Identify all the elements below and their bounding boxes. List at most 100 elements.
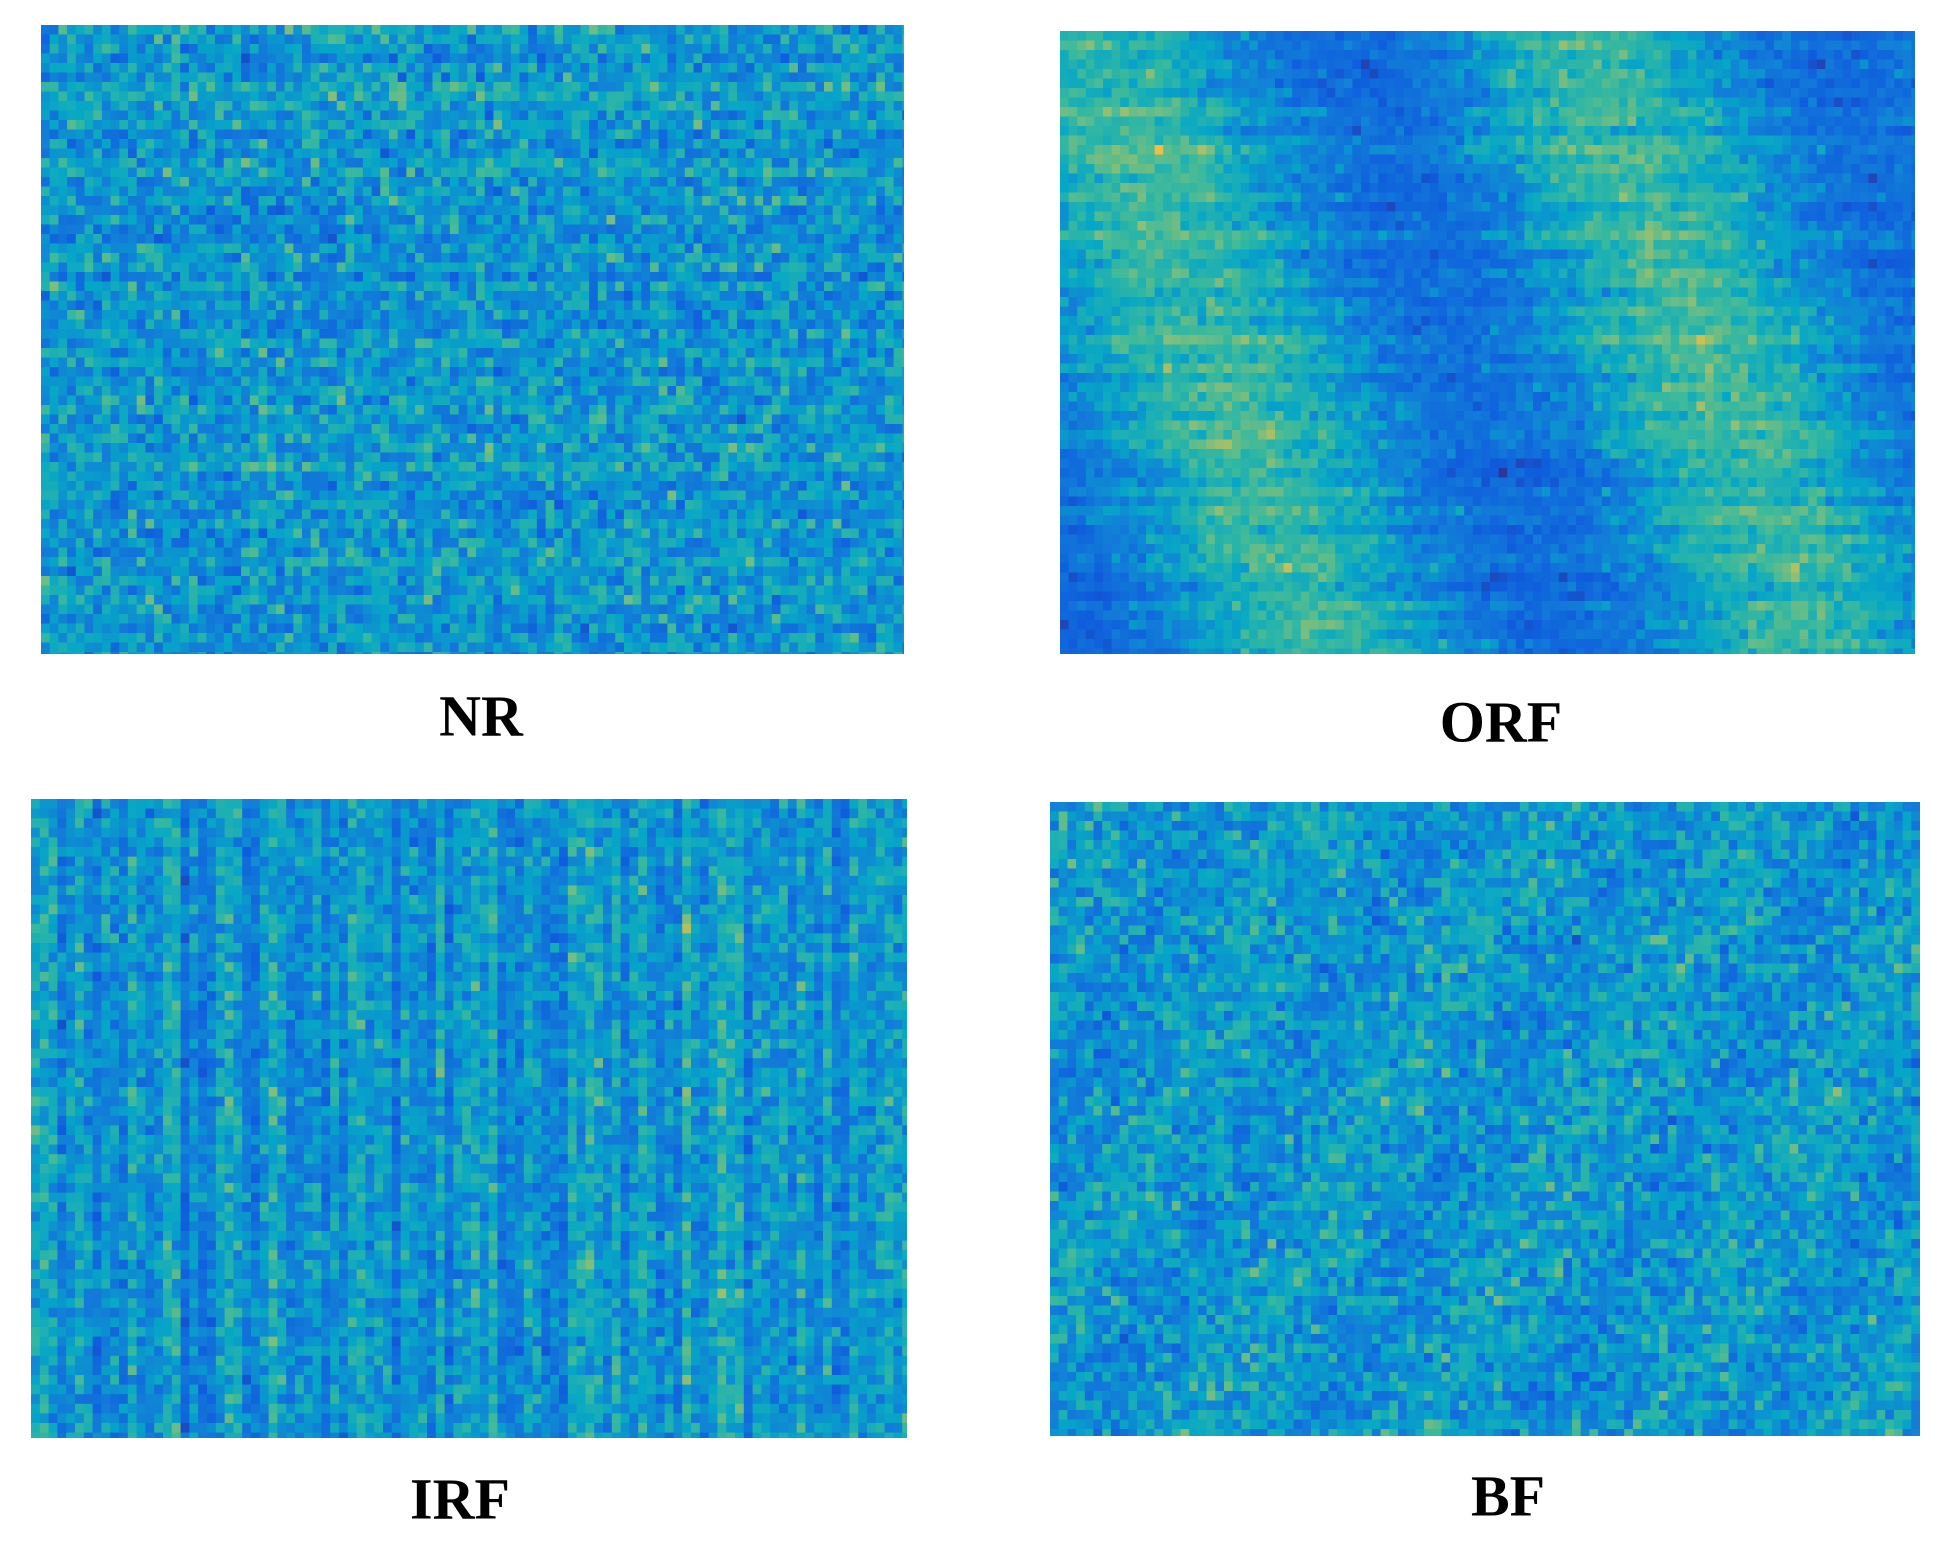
heatmap-cell [119,139,128,149]
heatmap-cell [711,206,720,216]
heatmap-cell [667,101,676,111]
heatmap-cell [198,405,207,415]
heatmap-cell [180,244,189,254]
heatmap-cell [659,263,668,273]
heatmap-cell [337,177,346,187]
heatmap-cell [798,215,807,225]
heatmap-cell [615,225,624,235]
heatmap-cell [789,158,798,168]
heatmap-cell [372,253,381,263]
heatmap-cell [363,82,372,92]
heatmap-cell [302,73,311,83]
heatmap-cell [824,310,833,320]
heatmap-cell [398,358,407,368]
heatmap-cell [354,453,363,463]
heatmap-cell [746,130,755,140]
heatmap-cell [781,92,790,102]
heatmap-cell [850,215,859,225]
heatmap-cell [224,291,233,301]
heatmap-cell [607,130,616,140]
heatmap-cell [485,367,494,377]
heatmap-cell [650,130,659,140]
heatmap-cell [493,329,502,339]
heatmap-cell [711,282,720,292]
heatmap-cell [633,358,642,368]
heatmap-cell [259,149,268,159]
heatmap-cell [389,453,398,463]
heatmap-cell [76,92,85,102]
heatmap-cell [737,196,746,206]
heatmap-cell [215,206,224,216]
heatmap-cell [885,253,894,263]
heatmap-cell [154,481,163,491]
heatmap-cell [624,434,633,444]
heatmap-cell [781,358,790,368]
heatmap-cell [798,234,807,244]
heatmap-cell [102,158,111,168]
heatmap-cell [546,434,555,444]
heatmap-cell [807,453,816,463]
heatmap-cell [172,139,181,149]
heatmap-cell [224,348,233,358]
heatmap-cell [346,358,355,368]
heatmap-cell [293,177,302,187]
heatmap-cell [67,149,76,159]
heatmap-cell [615,291,624,301]
heatmap-cell [259,282,268,292]
heatmap-cell [885,54,894,64]
heatmap-cell [824,272,833,282]
heatmap-cell [624,301,633,311]
heatmap-cell [563,291,572,301]
heatmap-cell [380,253,389,263]
heatmap-cell [476,377,485,387]
heatmap-cell [259,187,268,197]
heatmap-cell [415,149,424,159]
heatmap-cell [807,291,816,301]
heatmap-cell [685,206,694,216]
heatmap-cell [67,120,76,130]
heatmap-cell [902,453,904,463]
heatmap-cell [58,339,67,349]
heatmap-cell [789,225,798,235]
heatmap-cell [58,263,67,273]
heatmap-cell [285,149,294,159]
heatmap-cell [285,282,294,292]
heatmap-cell [180,234,189,244]
heatmap-cell [589,453,598,463]
heatmap-cell [163,215,172,225]
heatmap-cell [67,35,76,45]
heatmap-cell [241,63,250,73]
heatmap-cell [546,149,555,159]
heatmap-cell [868,291,877,301]
heatmap-cell [389,263,398,273]
heatmap-cell [406,234,415,244]
heatmap-cell [302,44,311,54]
heatmap-cell [145,453,154,463]
heatmap-cell [702,310,711,320]
heatmap-cell [641,472,650,482]
heatmap-cell [754,158,763,168]
heatmap-cell [772,301,781,311]
heatmap-cell [319,367,328,377]
heatmap-cell [589,434,598,444]
heatmap-cell [563,320,572,330]
heatmap-cell [720,291,729,301]
heatmap-cell [520,225,529,235]
heatmap-cell [232,272,241,282]
heatmap-cell [833,120,842,130]
heatmap-cell [250,234,259,244]
heatmap-cell [807,158,816,168]
heatmap-cell [789,139,798,149]
heatmap-cell [41,386,50,396]
heatmap-cell [346,168,355,178]
heatmap-cell [546,453,555,463]
heatmap-cell [841,491,850,501]
heatmap-cell [737,443,746,453]
heatmap-cell [650,111,659,121]
heatmap-cell [67,263,76,273]
heatmap-cell [894,63,903,73]
heatmap-cell [302,206,311,216]
heatmap-cell [76,44,85,54]
heatmap-cell [563,139,572,149]
heatmap-cell [624,158,633,168]
